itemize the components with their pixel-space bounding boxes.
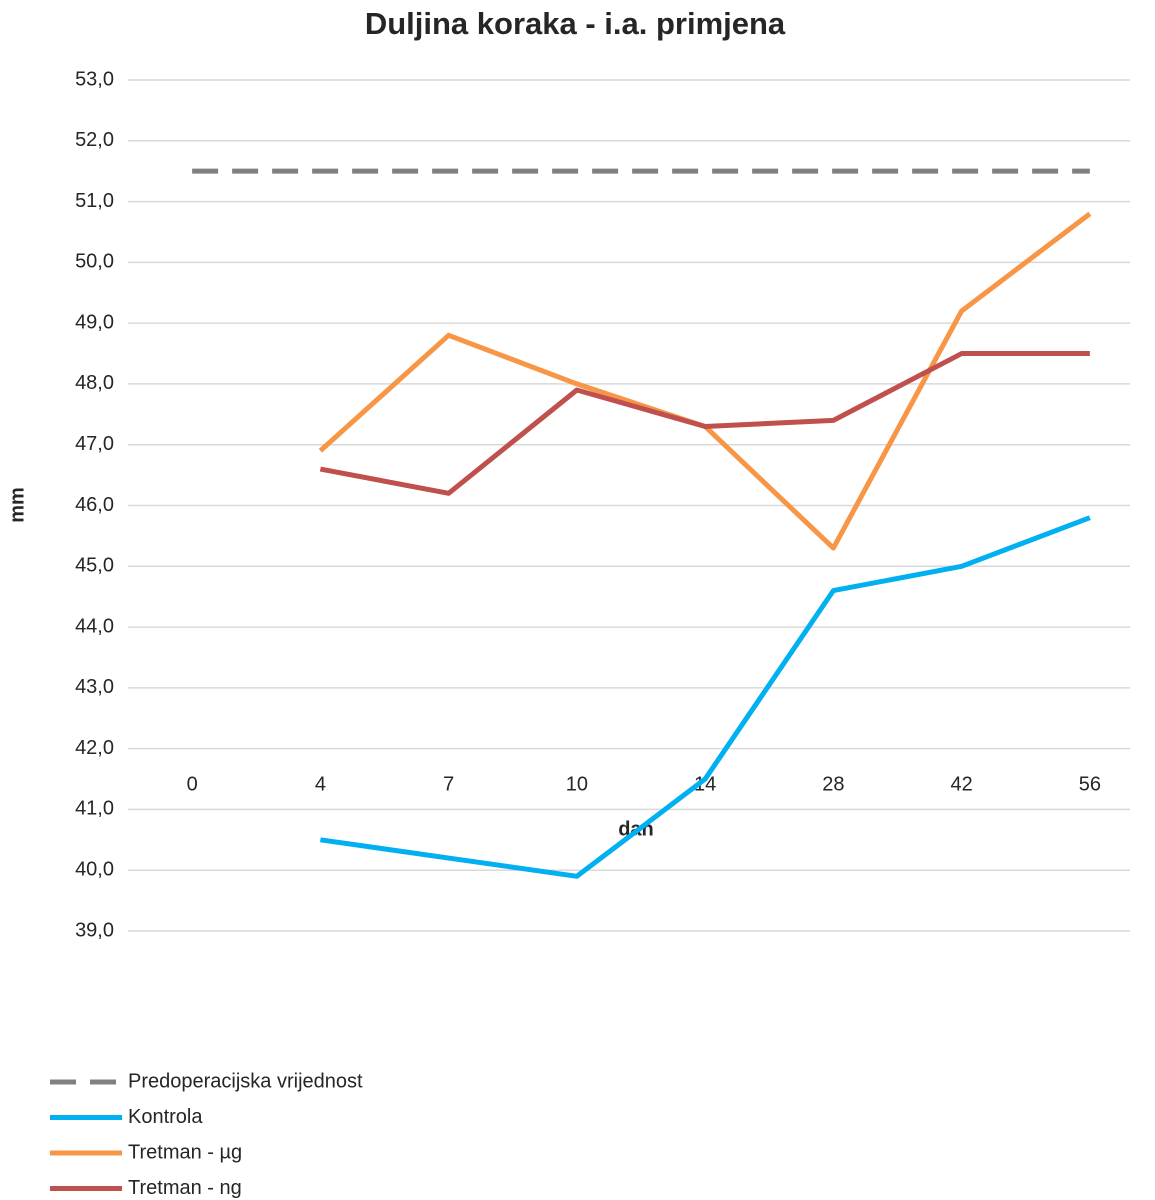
y-tick-label: 42,0: [75, 737, 114, 759]
y-tick-label: 39,0: [75, 919, 114, 941]
y-tick-label: 45,0: [75, 555, 114, 577]
y-tick-label: 53,0: [75, 68, 114, 90]
legend-label: Kontrola: [128, 1106, 203, 1128]
y-tick-label: 47,0: [75, 433, 114, 455]
y-tick-label: 46,0: [75, 494, 114, 516]
y-tick-label: 44,0: [75, 615, 114, 637]
y-tick-label: 49,0: [75, 311, 114, 333]
legend-label: Tretman - ng: [128, 1177, 242, 1199]
chart-title: Duljina koraka - i.a. primjena: [365, 6, 786, 41]
y-tick-label: 52,0: [75, 129, 114, 151]
x-tick-label: 4: [315, 773, 326, 795]
series-line: [318, 211, 1092, 551]
y-tick-label: 43,0: [75, 676, 114, 698]
y-tick-label: 51,0: [75, 190, 114, 212]
x-tick-label: 56: [1079, 773, 1101, 795]
y-axis-label: mm: [6, 487, 28, 523]
y-tick-label: 48,0: [75, 372, 114, 394]
x-tick-label: 7: [443, 773, 454, 795]
y-tick-label: 41,0: [75, 798, 114, 820]
series-line: [319, 351, 1090, 496]
x-tick-label: 0: [187, 773, 198, 795]
y-tick-label: 50,0: [75, 251, 114, 273]
x-tick-label: 10: [566, 773, 588, 795]
y-tick-label: 40,0: [75, 858, 114, 880]
series-line: [320, 515, 1091, 879]
legend-label: Tretman - µg: [128, 1141, 242, 1163]
x-tick-label: 14: [694, 773, 716, 795]
x-tick-label: 28: [822, 773, 844, 795]
legend-label: Predoperacijska vrijednost: [128, 1070, 363, 1092]
x-tick-label: 42: [951, 773, 973, 795]
